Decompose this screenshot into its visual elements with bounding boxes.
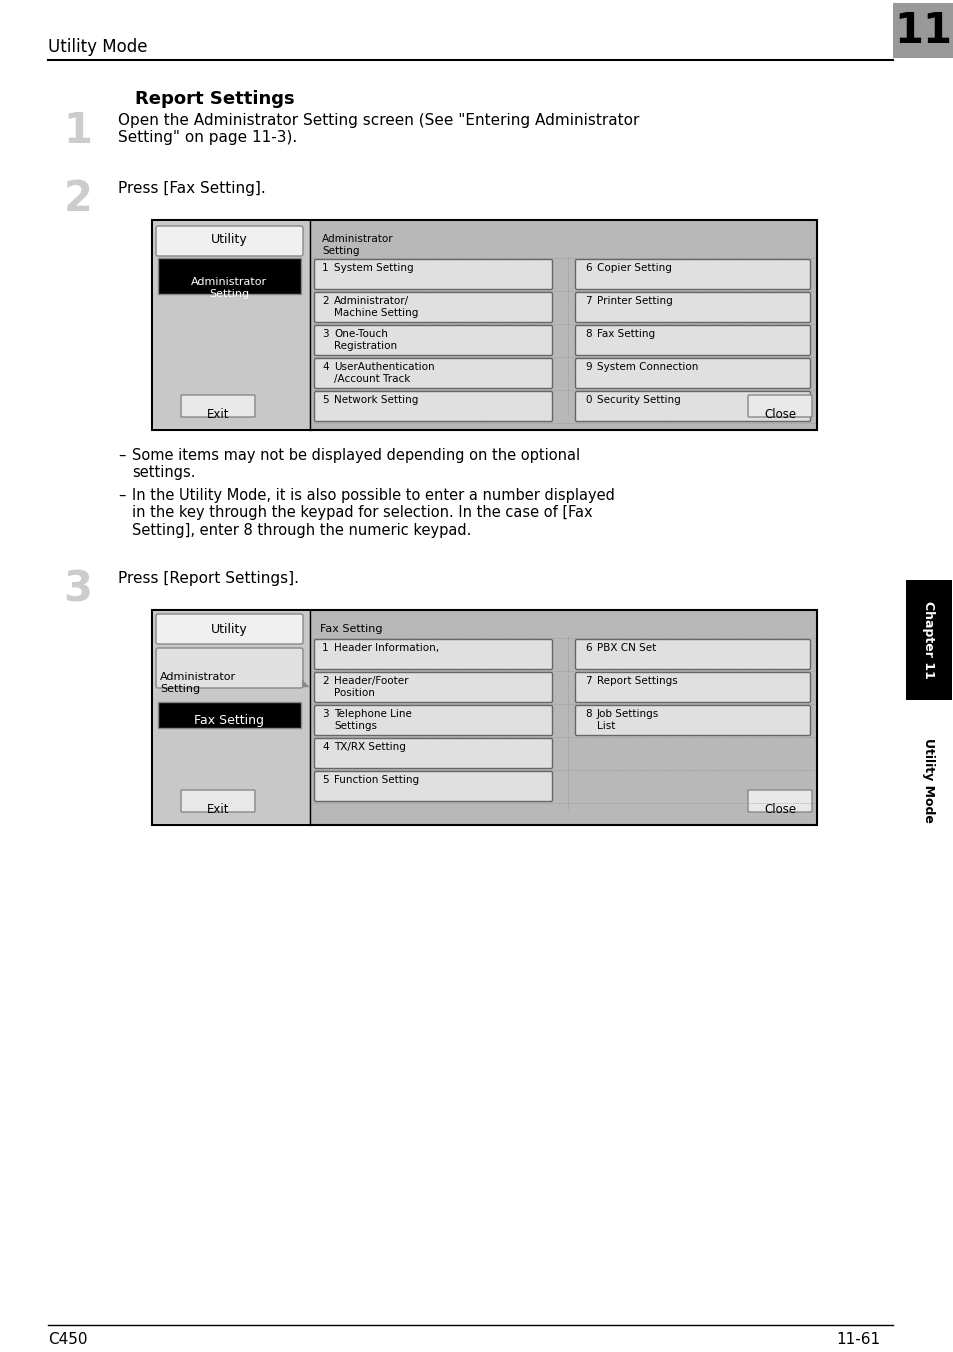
Text: 3: 3: [322, 329, 328, 339]
Text: 4: 4: [322, 362, 328, 372]
Bar: [158, 702, 301, 727]
Text: Job Settings
List: Job Settings List: [597, 708, 659, 730]
Text: Security Setting: Security Setting: [597, 395, 680, 406]
Text: Utility: Utility: [211, 623, 247, 635]
Text: Exit: Exit: [207, 803, 229, 817]
Text: Utility Mode: Utility Mode: [922, 738, 935, 822]
Bar: [152, 611, 309, 823]
Text: Telephone Line
Settings: Telephone Line Settings: [334, 708, 412, 730]
Text: Utility Mode: Utility Mode: [48, 38, 148, 55]
FancyBboxPatch shape: [575, 260, 810, 289]
Text: Administrator/
Machine Setting: Administrator/ Machine Setting: [334, 296, 418, 318]
FancyBboxPatch shape: [314, 260, 552, 289]
FancyBboxPatch shape: [575, 672, 810, 703]
FancyBboxPatch shape: [747, 790, 811, 813]
Bar: [158, 258, 301, 293]
Text: Header/Footer
Position: Header/Footer Position: [334, 676, 408, 698]
FancyBboxPatch shape: [314, 392, 552, 422]
Bar: [152, 220, 309, 429]
Bar: [152, 220, 816, 430]
Text: 9: 9: [584, 362, 591, 372]
Text: 2: 2: [322, 676, 328, 685]
Text: –: –: [118, 448, 125, 462]
Text: Chapter 11: Chapter 11: [922, 602, 935, 679]
Text: Administrator
Setting: Administrator Setting: [322, 234, 394, 256]
Text: In the Utility Mode, it is also possible to enter a number displayed
in the key : In the Utility Mode, it is also possible…: [132, 488, 615, 538]
Text: TX/RX Setting: TX/RX Setting: [334, 742, 405, 752]
Text: ◣: ◣: [302, 677, 309, 688]
Text: System Connection: System Connection: [597, 362, 698, 372]
Text: Function Setting: Function Setting: [334, 775, 418, 786]
Text: 11-61: 11-61: [835, 1332, 879, 1347]
Text: Administrator
Setting: Administrator Setting: [191, 277, 267, 299]
Bar: [152, 610, 816, 825]
Text: Administrator
Setting: Administrator Setting: [160, 672, 236, 695]
Text: 7: 7: [584, 676, 591, 685]
Text: 6: 6: [584, 644, 591, 653]
Text: 5: 5: [322, 395, 328, 406]
Text: Utility: Utility: [211, 233, 247, 246]
Text: Fax Setting: Fax Setting: [597, 329, 655, 339]
Text: System Setting: System Setting: [334, 264, 414, 273]
Text: Press [Fax Setting].: Press [Fax Setting].: [118, 181, 266, 196]
FancyBboxPatch shape: [575, 639, 810, 669]
Text: 2: 2: [64, 178, 92, 220]
Text: 8: 8: [584, 329, 591, 339]
FancyBboxPatch shape: [156, 226, 303, 256]
FancyBboxPatch shape: [575, 392, 810, 422]
FancyBboxPatch shape: [747, 395, 811, 416]
Text: Open the Administrator Setting screen (See "Entering Administrator
Setting" on p: Open the Administrator Setting screen (S…: [118, 114, 639, 146]
Text: Network Setting: Network Setting: [334, 395, 418, 406]
Text: Copier Setting: Copier Setting: [597, 264, 671, 273]
Text: Report Settings: Report Settings: [597, 676, 677, 685]
Text: 6: 6: [584, 264, 591, 273]
FancyBboxPatch shape: [575, 358, 810, 388]
Text: One-Touch
Registration: One-Touch Registration: [334, 329, 396, 350]
Text: –: –: [118, 488, 125, 503]
Text: Printer Setting: Printer Setting: [597, 296, 672, 306]
FancyBboxPatch shape: [575, 326, 810, 356]
Bar: [905, 580, 951, 700]
FancyBboxPatch shape: [156, 648, 303, 688]
FancyBboxPatch shape: [181, 790, 254, 813]
FancyBboxPatch shape: [314, 738, 552, 768]
Text: 1: 1: [322, 644, 328, 653]
Text: Header Information,: Header Information,: [334, 644, 438, 653]
Text: 0: 0: [584, 395, 591, 406]
Text: 11: 11: [893, 9, 951, 51]
Text: 5: 5: [322, 775, 328, 786]
Text: 3: 3: [64, 568, 92, 610]
Text: Some items may not be displayed depending on the optional
settings.: Some items may not be displayed dependin…: [132, 448, 579, 480]
Text: Exit: Exit: [207, 408, 229, 420]
Text: Close: Close: [763, 408, 795, 420]
FancyBboxPatch shape: [314, 358, 552, 388]
Text: Fax Setting: Fax Setting: [319, 625, 382, 634]
Text: 2: 2: [322, 296, 328, 306]
FancyBboxPatch shape: [156, 614, 303, 644]
FancyBboxPatch shape: [181, 395, 254, 416]
Text: UserAuthentication
/Account Track: UserAuthentication /Account Track: [334, 362, 435, 384]
Text: 1: 1: [322, 264, 328, 273]
FancyBboxPatch shape: [314, 772, 552, 802]
FancyBboxPatch shape: [575, 706, 810, 735]
FancyBboxPatch shape: [314, 326, 552, 356]
FancyBboxPatch shape: [314, 706, 552, 735]
Text: 4: 4: [322, 742, 328, 752]
Text: Fax Setting: Fax Setting: [193, 714, 264, 727]
Text: PBX CN Set: PBX CN Set: [597, 644, 656, 653]
Text: 3: 3: [322, 708, 328, 719]
FancyBboxPatch shape: [314, 292, 552, 323]
FancyBboxPatch shape: [314, 639, 552, 669]
Text: Report Settings: Report Settings: [135, 91, 294, 108]
Text: C450: C450: [48, 1332, 88, 1347]
Text: Press [Report Settings].: Press [Report Settings].: [118, 571, 298, 585]
Bar: [892, 3, 953, 58]
Text: 1: 1: [64, 110, 92, 151]
Text: 8: 8: [584, 708, 591, 719]
FancyBboxPatch shape: [314, 672, 552, 703]
FancyBboxPatch shape: [575, 292, 810, 323]
Text: 7: 7: [584, 296, 591, 306]
Text: Close: Close: [763, 803, 795, 817]
